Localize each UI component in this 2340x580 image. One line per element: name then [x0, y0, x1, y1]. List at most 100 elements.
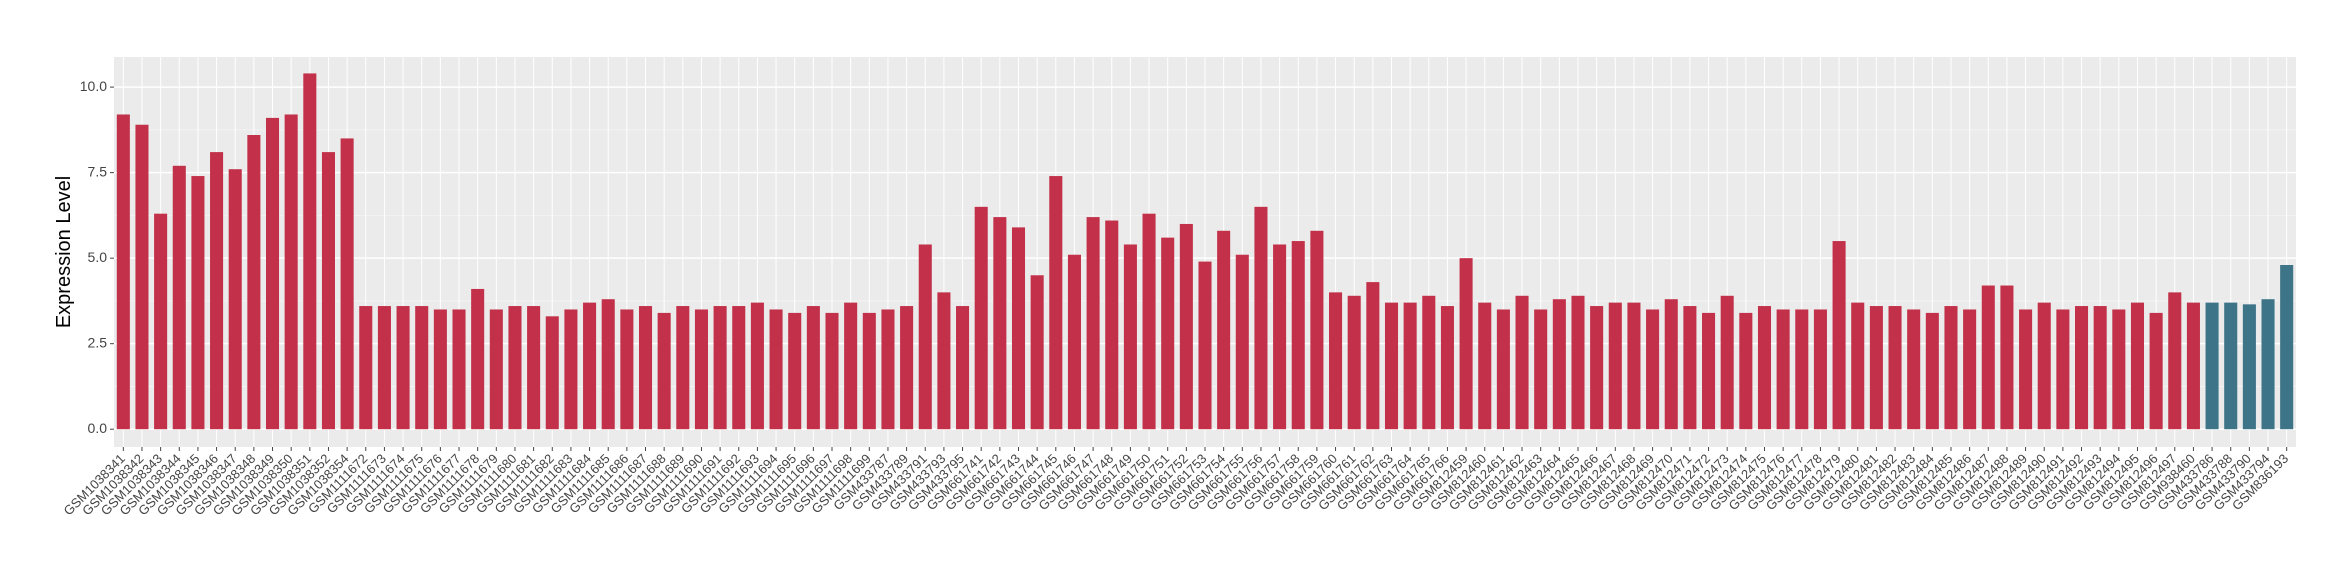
bar	[2075, 306, 2089, 430]
bar	[1963, 309, 1977, 430]
bar	[116, 114, 130, 430]
bar	[1478, 302, 1492, 430]
bar	[1720, 295, 1734, 430]
bar	[1049, 176, 1063, 430]
bar	[1552, 299, 1566, 430]
bar	[1832, 241, 1846, 430]
bar	[1329, 292, 1343, 430]
bar	[601, 299, 615, 430]
bar	[303, 73, 317, 430]
y-tick-label: 0.0	[88, 420, 108, 436]
bar	[489, 309, 503, 430]
bar	[2261, 299, 2275, 430]
bar	[1011, 227, 1026, 430]
bar	[564, 309, 578, 430]
bar	[2037, 302, 2051, 430]
bar	[918, 244, 932, 430]
bar	[340, 138, 354, 430]
bar	[284, 114, 298, 430]
bar	[881, 309, 895, 430]
y-tick-label: 10.0	[80, 78, 107, 94]
bar	[956, 306, 970, 430]
bar	[1123, 244, 1137, 430]
bar	[1515, 295, 1529, 430]
bar	[2112, 309, 2126, 430]
bar	[1403, 302, 1417, 430]
bar	[1664, 299, 1678, 430]
bar	[452, 309, 466, 430]
bar	[1030, 275, 1044, 430]
bar	[1627, 302, 1641, 430]
bar	[2280, 265, 2294, 430]
bar	[1086, 217, 1100, 430]
bar	[1161, 237, 1175, 430]
bar	[2149, 312, 2163, 430]
bar	[1440, 306, 1454, 430]
bar	[1179, 223, 1193, 430]
bar	[2019, 309, 2033, 430]
bar	[583, 302, 597, 430]
bar	[1981, 285, 1995, 430]
bar	[2130, 302, 2145, 430]
bar	[228, 169, 242, 430]
bar	[1067, 254, 1081, 430]
bar	[806, 306, 820, 430]
bar	[862, 312, 876, 430]
bar	[974, 206, 988, 430]
bar	[191, 176, 205, 430]
bar	[1757, 306, 1772, 430]
bar	[1907, 309, 1921, 430]
bar	[1366, 282, 1380, 430]
bar	[1813, 309, 1827, 430]
y-tick-label: 2.5	[88, 334, 108, 350]
bar	[359, 306, 373, 430]
bar	[713, 306, 727, 430]
bar	[1869, 306, 1883, 430]
bar	[1683, 306, 1697, 430]
bar	[694, 309, 708, 430]
bar	[844, 302, 858, 430]
bar	[527, 306, 541, 430]
bar	[210, 152, 224, 430]
bar	[135, 124, 149, 430]
bar	[1608, 302, 1622, 430]
bar	[1142, 213, 1156, 430]
bar	[1944, 306, 1958, 430]
bar	[1795, 309, 1809, 430]
y-tick-label: 7.5	[88, 163, 108, 179]
bar	[1291, 241, 1305, 430]
bar	[1273, 244, 1287, 430]
bar	[2205, 302, 2219, 430]
bar	[2224, 302, 2238, 430]
bar	[1590, 306, 1604, 430]
bar	[1496, 309, 1510, 430]
bar	[1347, 295, 1361, 430]
bar	[620, 309, 634, 430]
bar	[1105, 220, 1119, 430]
bar	[377, 306, 391, 430]
bar	[1888, 306, 1902, 430]
bar	[1534, 309, 1548, 430]
bar	[825, 312, 839, 430]
bar	[1702, 312, 1716, 430]
bar	[732, 306, 746, 430]
bar	[415, 306, 429, 430]
bar	[172, 165, 186, 430]
bar	[676, 306, 690, 430]
bar	[154, 213, 168, 430]
bar	[769, 309, 783, 430]
bar	[1776, 309, 1790, 430]
bar	[1384, 302, 1399, 430]
bar	[937, 292, 951, 430]
y-axis-title: Expression Level	[53, 176, 75, 328]
bar	[1422, 295, 1436, 430]
bar	[545, 316, 559, 430]
bar	[638, 306, 653, 430]
bar	[900, 306, 914, 430]
bar	[1254, 206, 1268, 430]
bar	[396, 306, 410, 430]
bar	[1198, 261, 1212, 430]
bar	[265, 117, 280, 430]
bar	[1459, 258, 1473, 430]
